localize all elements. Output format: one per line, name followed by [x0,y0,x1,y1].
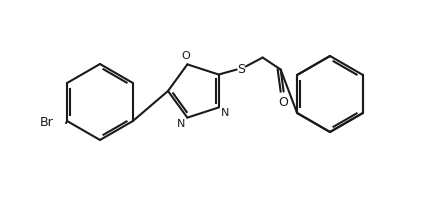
Text: N: N [221,108,229,118]
Text: N: N [177,119,185,129]
Text: O: O [279,96,289,108]
Text: O: O [181,51,190,61]
Text: S: S [237,63,245,76]
Text: Br: Br [40,116,53,130]
